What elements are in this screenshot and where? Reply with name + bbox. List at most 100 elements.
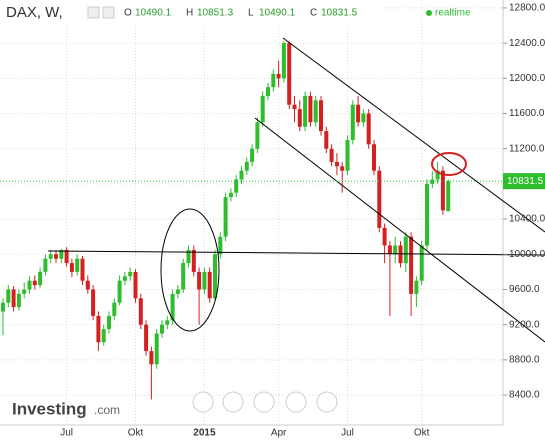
candle-body xyxy=(43,258,48,272)
grid xyxy=(0,0,503,425)
candle-body xyxy=(170,293,175,321)
y-tick-label: 12800.0 xyxy=(509,3,545,14)
y-tick-label: 11600.0 xyxy=(509,108,545,119)
candle-body xyxy=(250,148,255,162)
button[interactable] xyxy=(253,391,275,413)
y-tick-label: 12400.0 xyxy=(509,38,545,49)
candle-body xyxy=(191,249,196,272)
candle-body xyxy=(387,245,392,255)
y-tick-label: 11200.0 xyxy=(509,143,545,154)
icon[interactable] xyxy=(102,6,115,19)
candle-body xyxy=(228,192,233,198)
candle-body xyxy=(324,131,329,149)
candle-body xyxy=(419,245,424,281)
candle-body xyxy=(303,95,308,127)
candle-body xyxy=(101,329,106,343)
candle-body xyxy=(340,166,345,171)
candle-body xyxy=(372,144,376,171)
candle-body xyxy=(27,280,32,290)
candle-body xyxy=(64,249,69,264)
candle-body xyxy=(107,315,111,330)
x-tick-label: Jul xyxy=(60,428,73,439)
logo: Investing xyxy=(12,399,87,418)
channel-upper xyxy=(282,37,545,233)
candle-body xyxy=(202,271,207,290)
candle-body xyxy=(356,104,361,123)
candle-body xyxy=(80,258,85,281)
y-tick-label: 8400.0 xyxy=(509,390,540,401)
ohlc-key: H xyxy=(186,8,193,19)
candle-body xyxy=(319,100,323,132)
candle-body xyxy=(54,254,58,259)
candle-body xyxy=(329,148,334,162)
candle-body xyxy=(133,271,138,299)
candle-body xyxy=(186,249,191,264)
y-tick-label: 9600.0 xyxy=(509,284,540,295)
candle-body xyxy=(377,170,382,228)
y-tick-label: 10400.0 xyxy=(509,214,545,225)
candles xyxy=(1,41,451,400)
candle-body xyxy=(260,95,265,123)
button[interactable] xyxy=(192,391,214,413)
ohlc-readout: O 10490.1 H 10851.3 L 10490.1 C 10831.5 xyxy=(124,8,358,19)
candle-body xyxy=(149,351,154,365)
candle-body xyxy=(6,289,11,303)
logo-suffix: .com xyxy=(94,403,120,417)
channel-lower xyxy=(254,117,545,343)
header-bg xyxy=(0,0,380,26)
price-tag-label: 10831.5 xyxy=(507,176,544,187)
chart-title: DAX, W, xyxy=(6,4,63,21)
candle-body xyxy=(91,289,96,316)
candle-body xyxy=(144,324,149,352)
candle-body xyxy=(117,280,122,303)
candle-body xyxy=(345,139,350,171)
candle-body xyxy=(59,249,64,259)
candle-body xyxy=(414,280,419,294)
candle-body xyxy=(403,236,408,264)
candle-body xyxy=(313,100,318,123)
candle-body xyxy=(446,181,451,212)
ohlc-value: 10831.5 xyxy=(321,8,358,19)
candle-body xyxy=(366,113,371,145)
candle-body xyxy=(255,122,260,149)
candle-body xyxy=(138,298,143,325)
y-tick-label: 12000.0 xyxy=(509,73,545,84)
circle-annotation xyxy=(160,208,220,332)
candle-body xyxy=(297,109,302,127)
candle-body xyxy=(22,289,27,294)
candle-body xyxy=(281,43,286,79)
candle-body xyxy=(435,170,440,180)
candle-body xyxy=(239,170,244,180)
candle-body xyxy=(16,293,21,308)
candle-body xyxy=(223,197,228,237)
candle-body xyxy=(271,73,276,88)
candle-body xyxy=(382,227,387,246)
button[interactable] xyxy=(285,391,307,413)
x-tick-label: 2015 xyxy=(193,428,216,439)
candle-body xyxy=(276,73,281,79)
candle-body xyxy=(308,95,313,123)
y-tick-label: 9200.0 xyxy=(509,319,540,330)
candle-body xyxy=(69,263,74,272)
ohlc-value: 10490.1 xyxy=(259,8,296,19)
candle-body xyxy=(160,324,164,334)
candle-body xyxy=(96,315,101,343)
status-dot xyxy=(426,10,432,16)
circle-annotation-red xyxy=(431,152,467,176)
ohlc-key: C xyxy=(310,8,317,19)
candle-body xyxy=(287,43,292,105)
nav-buttons xyxy=(192,391,338,413)
candle-body xyxy=(32,280,37,286)
ohlc-value: 10490.1 xyxy=(135,8,172,19)
candle-body xyxy=(409,236,414,294)
icon[interactable] xyxy=(87,6,100,19)
button[interactable] xyxy=(316,391,338,413)
candle-body xyxy=(48,254,53,259)
ohlc-key: L xyxy=(248,8,254,19)
candle-body xyxy=(266,87,270,96)
support-line xyxy=(47,250,545,256)
candle-body xyxy=(425,183,429,246)
x-tick-label: Okt xyxy=(414,428,430,439)
button[interactable] xyxy=(222,391,244,413)
